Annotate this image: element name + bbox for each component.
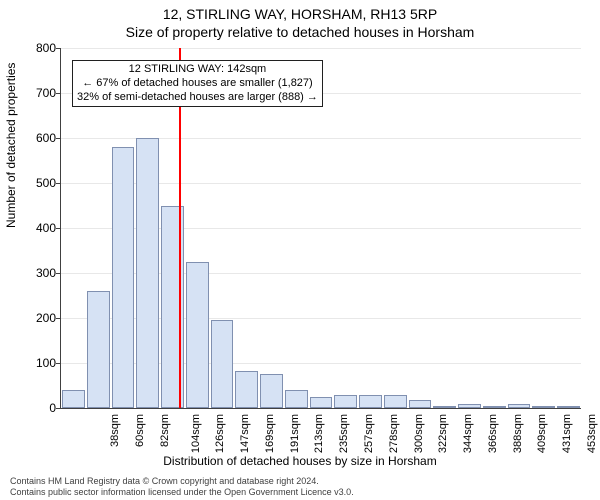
histogram-bar [186,262,209,408]
histogram-bar [384,395,407,408]
x-tick-label: 344sqm [462,414,474,453]
annotation-line: ← 67% of detached houses are smaller (1,… [77,77,318,91]
footer-attribution: Contains HM Land Registry data © Crown c… [10,476,354,498]
y-tick-label: 200 [16,311,56,325]
x-tick-label: 147sqm [239,414,251,453]
y-tick-label: 300 [16,266,56,280]
x-tick-label: 213sqm [314,414,326,453]
x-tick-label: 191sqm [289,414,301,453]
histogram-bar [508,404,531,409]
x-tick-label: 82sqm [159,414,171,447]
x-tick-label: 104sqm [190,414,202,453]
x-tick-label: 278sqm [388,414,400,453]
y-tick-mark [56,138,61,139]
histogram-bar [87,291,110,408]
histogram-bar [557,406,580,408]
y-tick-mark [56,318,61,319]
histogram-bar [458,404,481,409]
histogram-bar [136,138,159,408]
y-tick-mark [56,363,61,364]
footer-line-2: Contains public sector information licen… [10,487,354,498]
histogram-bar [532,406,555,408]
annotation-box: 12 STIRLING WAY: 142sqm← 67% of detached… [72,60,323,107]
histogram-bar [112,147,135,408]
histogram-bar [359,395,382,409]
histogram-bar [334,395,357,408]
page-title-address: 12, STIRLING WAY, HORSHAM, RH13 5RP [0,6,600,22]
histogram-bar [409,400,432,408]
histogram-bar [211,320,234,408]
histogram-bar [235,371,258,408]
histogram-bar [483,406,506,408]
x-tick-label: 38sqm [109,414,121,447]
y-tick-label: 600 [16,131,56,145]
page-subtitle: Size of property relative to detached ho… [0,24,600,40]
x-tick-label: 300sqm [413,414,425,453]
y-tick-label: 0 [16,401,56,415]
annotation-line: 32% of semi-detached houses are larger (… [77,91,318,105]
footer-line-1: Contains HM Land Registry data © Crown c… [10,476,354,487]
x-tick-label: 388sqm [512,414,524,453]
y-tick-label: 700 [16,86,56,100]
x-tick-label: 169sqm [264,414,276,453]
gridline [61,48,581,49]
y-tick-label: 800 [16,41,56,55]
y-tick-mark [56,183,61,184]
x-tick-label: 235sqm [338,414,350,453]
x-axis-label: Distribution of detached houses by size … [0,454,600,468]
x-tick-label: 126sqm [215,414,227,453]
y-tick-mark [56,273,61,274]
y-tick-label: 500 [16,176,56,190]
annotation-line: 12 STIRLING WAY: 142sqm [77,63,318,77]
histogram-bar [433,406,456,408]
x-tick-label: 431sqm [561,414,573,453]
y-tick-mark [56,228,61,229]
histogram-bar [260,374,283,408]
histogram-bar [310,397,333,408]
y-tick-mark [56,48,61,49]
histogram-bar [285,390,308,408]
x-tick-label: 453sqm [586,414,598,453]
y-tick-mark [56,93,61,94]
y-tick-label: 400 [16,221,56,235]
x-tick-label: 409sqm [536,414,548,453]
x-tick-label: 366sqm [487,414,499,453]
x-tick-label: 60sqm [134,414,146,447]
x-tick-label: 322sqm [437,414,449,453]
x-tick-label: 257sqm [363,414,375,453]
y-tick-mark [56,408,61,409]
y-tick-label: 100 [16,356,56,370]
histogram-bar [62,390,85,408]
